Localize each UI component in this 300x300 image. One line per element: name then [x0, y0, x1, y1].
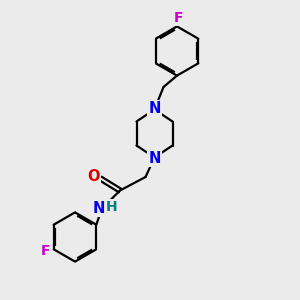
Text: H: H: [106, 200, 117, 214]
Text: O: O: [88, 169, 100, 184]
Text: F: F: [40, 244, 50, 258]
Text: N: N: [93, 201, 105, 216]
Text: N: N: [148, 101, 161, 116]
Text: F: F: [174, 11, 183, 25]
Text: N: N: [148, 151, 161, 166]
